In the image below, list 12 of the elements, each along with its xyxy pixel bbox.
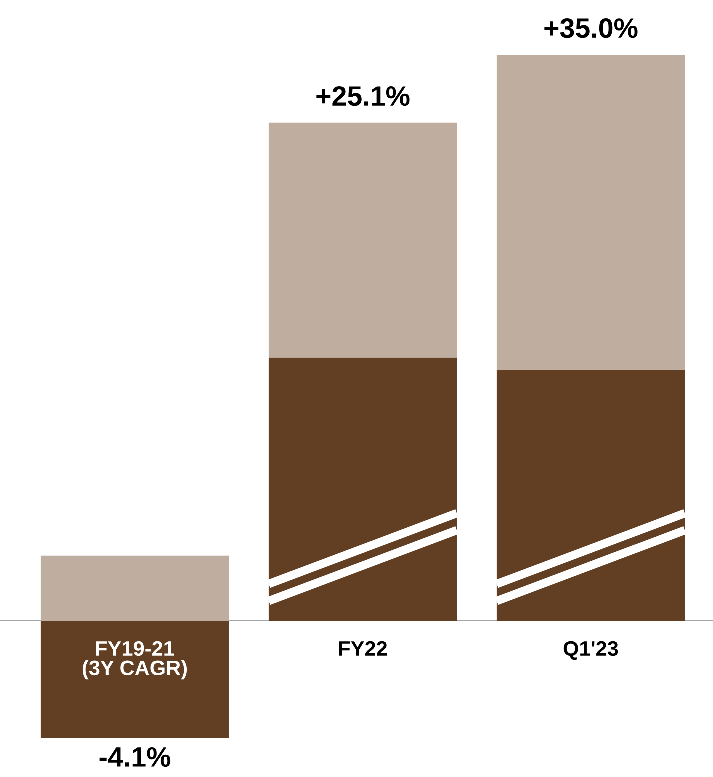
x-tick-label: Q1'23: [564, 641, 618, 660]
x-tick-label: FY19-21 (3Y CAGR): [82, 641, 188, 680]
bar: [496, 55, 686, 370]
bar: [268, 122, 458, 358]
x-tick-label: FY22: [339, 641, 388, 656]
annotation: +35.0%: [544, 18, 638, 38]
bar: [496, 370, 686, 621]
bar: [268, 358, 458, 621]
bar: [40, 621, 230, 738]
bar: [40, 556, 230, 621]
annotation: +25.1%: [316, 86, 410, 106]
annotation: -4.1%: [100, 747, 171, 767]
